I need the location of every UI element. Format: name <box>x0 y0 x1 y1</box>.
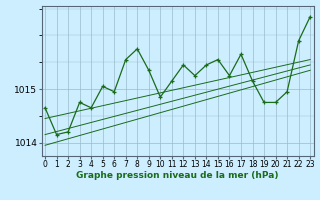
X-axis label: Graphe pression niveau de la mer (hPa): Graphe pression niveau de la mer (hPa) <box>76 171 279 180</box>
